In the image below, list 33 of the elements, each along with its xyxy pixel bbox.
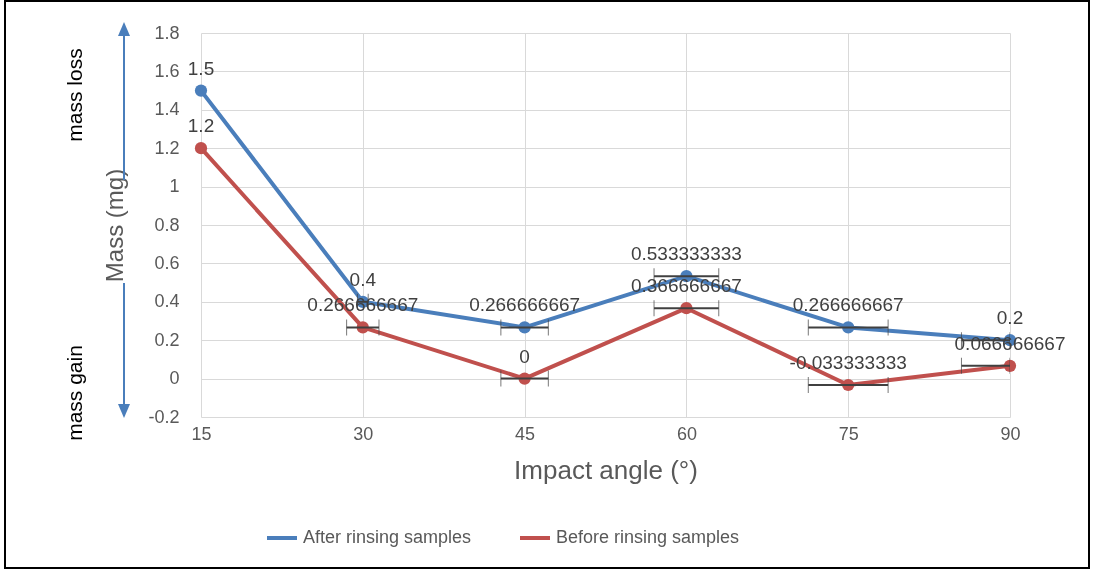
data-label: 1.2 [187,115,215,137]
data-label: 1.5 [187,57,215,79]
text: mass loss [63,48,86,142]
x-tick-label: 90 [1000,423,1021,444]
point [194,84,208,97]
x-tick-label: 45 [515,423,536,444]
y-tick-label: -0.2 [148,406,180,427]
y-tick-label: 1.2 [154,137,180,158]
x-axis-title: Impact angle (°) [514,454,698,485]
legend-label: After rinsing samples [303,527,472,547]
y-axis-title: Mass (mg) [101,168,129,283]
x-tick-label: 15 [191,423,212,444]
data-label: 0.533333333 [630,243,742,265]
data-label: 0.266666667 [792,294,904,316]
data-label: 0 [519,345,530,367]
x-tick-label: 60 [676,423,697,444]
y-tick-label: 1.8 [154,22,180,43]
y-tick-label: 1.4 [154,99,180,120]
y-tick-label: 1.6 [154,60,180,81]
data-label: 0.266666667 [469,294,581,316]
legend-label: Before rinsing samples [556,527,740,547]
point [194,142,208,155]
y-tick-label: 0.6 [154,252,180,273]
y-tick-label: 1 [169,176,180,197]
data-label: 0.4 [349,268,377,290]
y-tick-label: 0.8 [154,214,180,235]
text: mass gain [63,345,86,441]
data-label: 0.2 [996,307,1024,329]
y-tick-label: 0 [169,368,180,389]
x-tick-label: 75 [838,423,859,444]
y-tick-label: 0.4 [154,291,180,312]
y-tick-label: 0.2 [154,329,180,350]
x-tick-label: 30 [353,423,374,444]
